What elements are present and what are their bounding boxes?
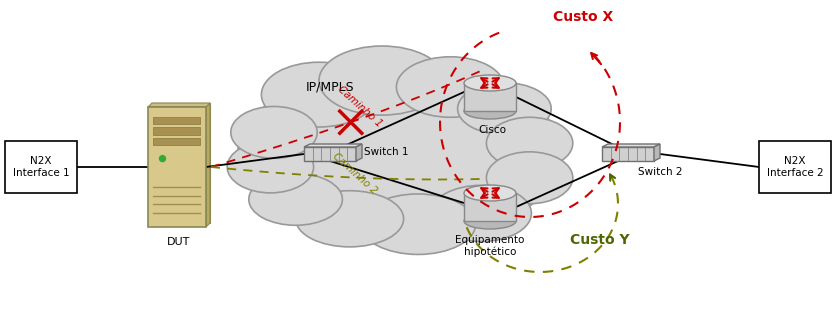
Text: N2X
Interface 2: N2X Interface 2	[767, 156, 823, 178]
Text: Switch 1: Switch 1	[364, 147, 409, 157]
Polygon shape	[148, 103, 210, 107]
FancyBboxPatch shape	[759, 141, 831, 193]
Text: Custo Y: Custo Y	[570, 233, 630, 247]
Text: Caminho 2: Caminho 2	[331, 152, 380, 197]
Text: Custo X: Custo X	[553, 10, 613, 24]
Ellipse shape	[319, 46, 445, 115]
Polygon shape	[206, 103, 210, 227]
Polygon shape	[304, 147, 356, 161]
FancyBboxPatch shape	[5, 141, 77, 193]
FancyBboxPatch shape	[152, 103, 210, 223]
Text: Switch 2: Switch 2	[638, 167, 682, 177]
FancyBboxPatch shape	[153, 127, 200, 134]
Ellipse shape	[360, 194, 476, 255]
Ellipse shape	[464, 103, 516, 119]
FancyBboxPatch shape	[153, 138, 200, 145]
FancyBboxPatch shape	[148, 107, 206, 227]
FancyBboxPatch shape	[153, 117, 200, 124]
Polygon shape	[356, 144, 362, 161]
Polygon shape	[602, 147, 654, 161]
Ellipse shape	[238, 68, 562, 241]
Ellipse shape	[431, 185, 532, 241]
FancyBboxPatch shape	[464, 193, 516, 221]
FancyBboxPatch shape	[464, 83, 516, 111]
Text: N2X
Interface 1: N2X Interface 1	[13, 156, 69, 178]
Text: Equipamento
hipotético: Equipamento hipotético	[456, 235, 525, 257]
Text: IP/MPLS: IP/MPLS	[306, 80, 354, 94]
Ellipse shape	[464, 213, 516, 229]
Ellipse shape	[231, 106, 317, 158]
Ellipse shape	[457, 83, 551, 134]
Text: DUT: DUT	[167, 237, 191, 247]
Ellipse shape	[296, 191, 404, 247]
Ellipse shape	[487, 152, 573, 204]
Text: Cisco: Cisco	[478, 125, 506, 135]
Ellipse shape	[262, 62, 376, 127]
Ellipse shape	[464, 75, 516, 91]
Polygon shape	[654, 144, 660, 161]
Ellipse shape	[249, 173, 343, 225]
Polygon shape	[602, 144, 660, 147]
Polygon shape	[304, 144, 362, 147]
Ellipse shape	[227, 141, 314, 193]
Ellipse shape	[487, 117, 573, 169]
Text: Caminho 1: Caminho 1	[336, 85, 385, 129]
Ellipse shape	[464, 185, 516, 201]
Ellipse shape	[396, 57, 504, 117]
Circle shape	[160, 156, 166, 162]
